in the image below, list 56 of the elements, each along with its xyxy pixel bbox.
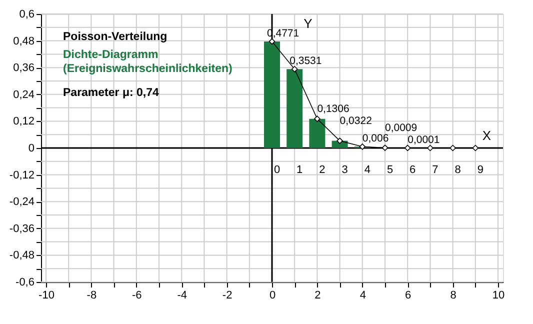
point [404, 144, 411, 152]
x-tick-label: 6 [405, 290, 412, 302]
x-tick-label: 10 [492, 290, 505, 302]
x-tick-label: -6 [132, 290, 142, 302]
x-tick-label: -8 [86, 290, 97, 302]
x-tick-label: 0 [269, 290, 276, 302]
x-tick-label: -10 [38, 290, 54, 302]
data-label: 0,0009 [385, 122, 418, 134]
bar [309, 118, 326, 148]
y-axis-title: Y [304, 16, 313, 31]
annotation: 5 [386, 164, 394, 176]
point [427, 144, 434, 152]
y-tick-label: -0,12 [9, 169, 34, 182]
annotation: 4 [364, 164, 370, 176]
data-label: 0,006 [362, 132, 389, 145]
annotation: 6 [410, 164, 416, 176]
y-tick-label: 0,48 [13, 35, 34, 48]
y-tick-label: 0 [28, 142, 34, 154]
annotation: Parameter μ: 0,74 [63, 87, 160, 99]
annotation: 1 [296, 164, 303, 176]
bar [264, 41, 280, 148]
x-tick-label: 4 [360, 290, 366, 302]
annotation: 2 [319, 164, 326, 176]
point [382, 144, 388, 151]
x-tick-label: -4 [177, 290, 187, 302]
annotation: 7 [432, 164, 438, 176]
point [359, 144, 366, 150]
y-tick-label: 0,36 [13, 62, 34, 74]
annotation: 0 [274, 164, 280, 176]
text: Poisson-Verteilung [63, 31, 168, 43]
point [450, 144, 456, 152]
point [336, 138, 343, 144]
data-label: 0,0001 [408, 134, 440, 146]
y-tick-label: 0,12 [13, 116, 34, 128]
point [472, 144, 479, 152]
point [268, 38, 276, 45]
annotation: 9 [477, 164, 484, 176]
data-label: 0,3531 [290, 55, 322, 68]
bar [286, 69, 303, 148]
point [291, 66, 298, 72]
x-tick-label: 2 [314, 290, 321, 302]
x-tick-label: -2 [222, 290, 232, 302]
point [314, 116, 320, 122]
data-label: 0,0322 [340, 114, 372, 127]
x-tick-label: 8 [450, 290, 456, 302]
y-tick-label: -0,48 [9, 250, 34, 262]
y-tick-label: 0,24 [13, 88, 34, 101]
text: Dichte-Diagramm (Ereigniswahrscheinlichkeiten) [63, 49, 233, 75]
y-tick-label: -0,36 [9, 222, 34, 235]
y-tick-label: -0,6 [16, 276, 34, 288]
y-tick-label: 0,6 [19, 8, 34, 20]
x-axis-title: X [482, 128, 492, 143]
annotation: 8 [454, 164, 461, 176]
data-label: 0,1306 [317, 102, 350, 115]
annotation: 3 [342, 164, 348, 176]
y-tick-label: -0,24 [9, 196, 34, 208]
